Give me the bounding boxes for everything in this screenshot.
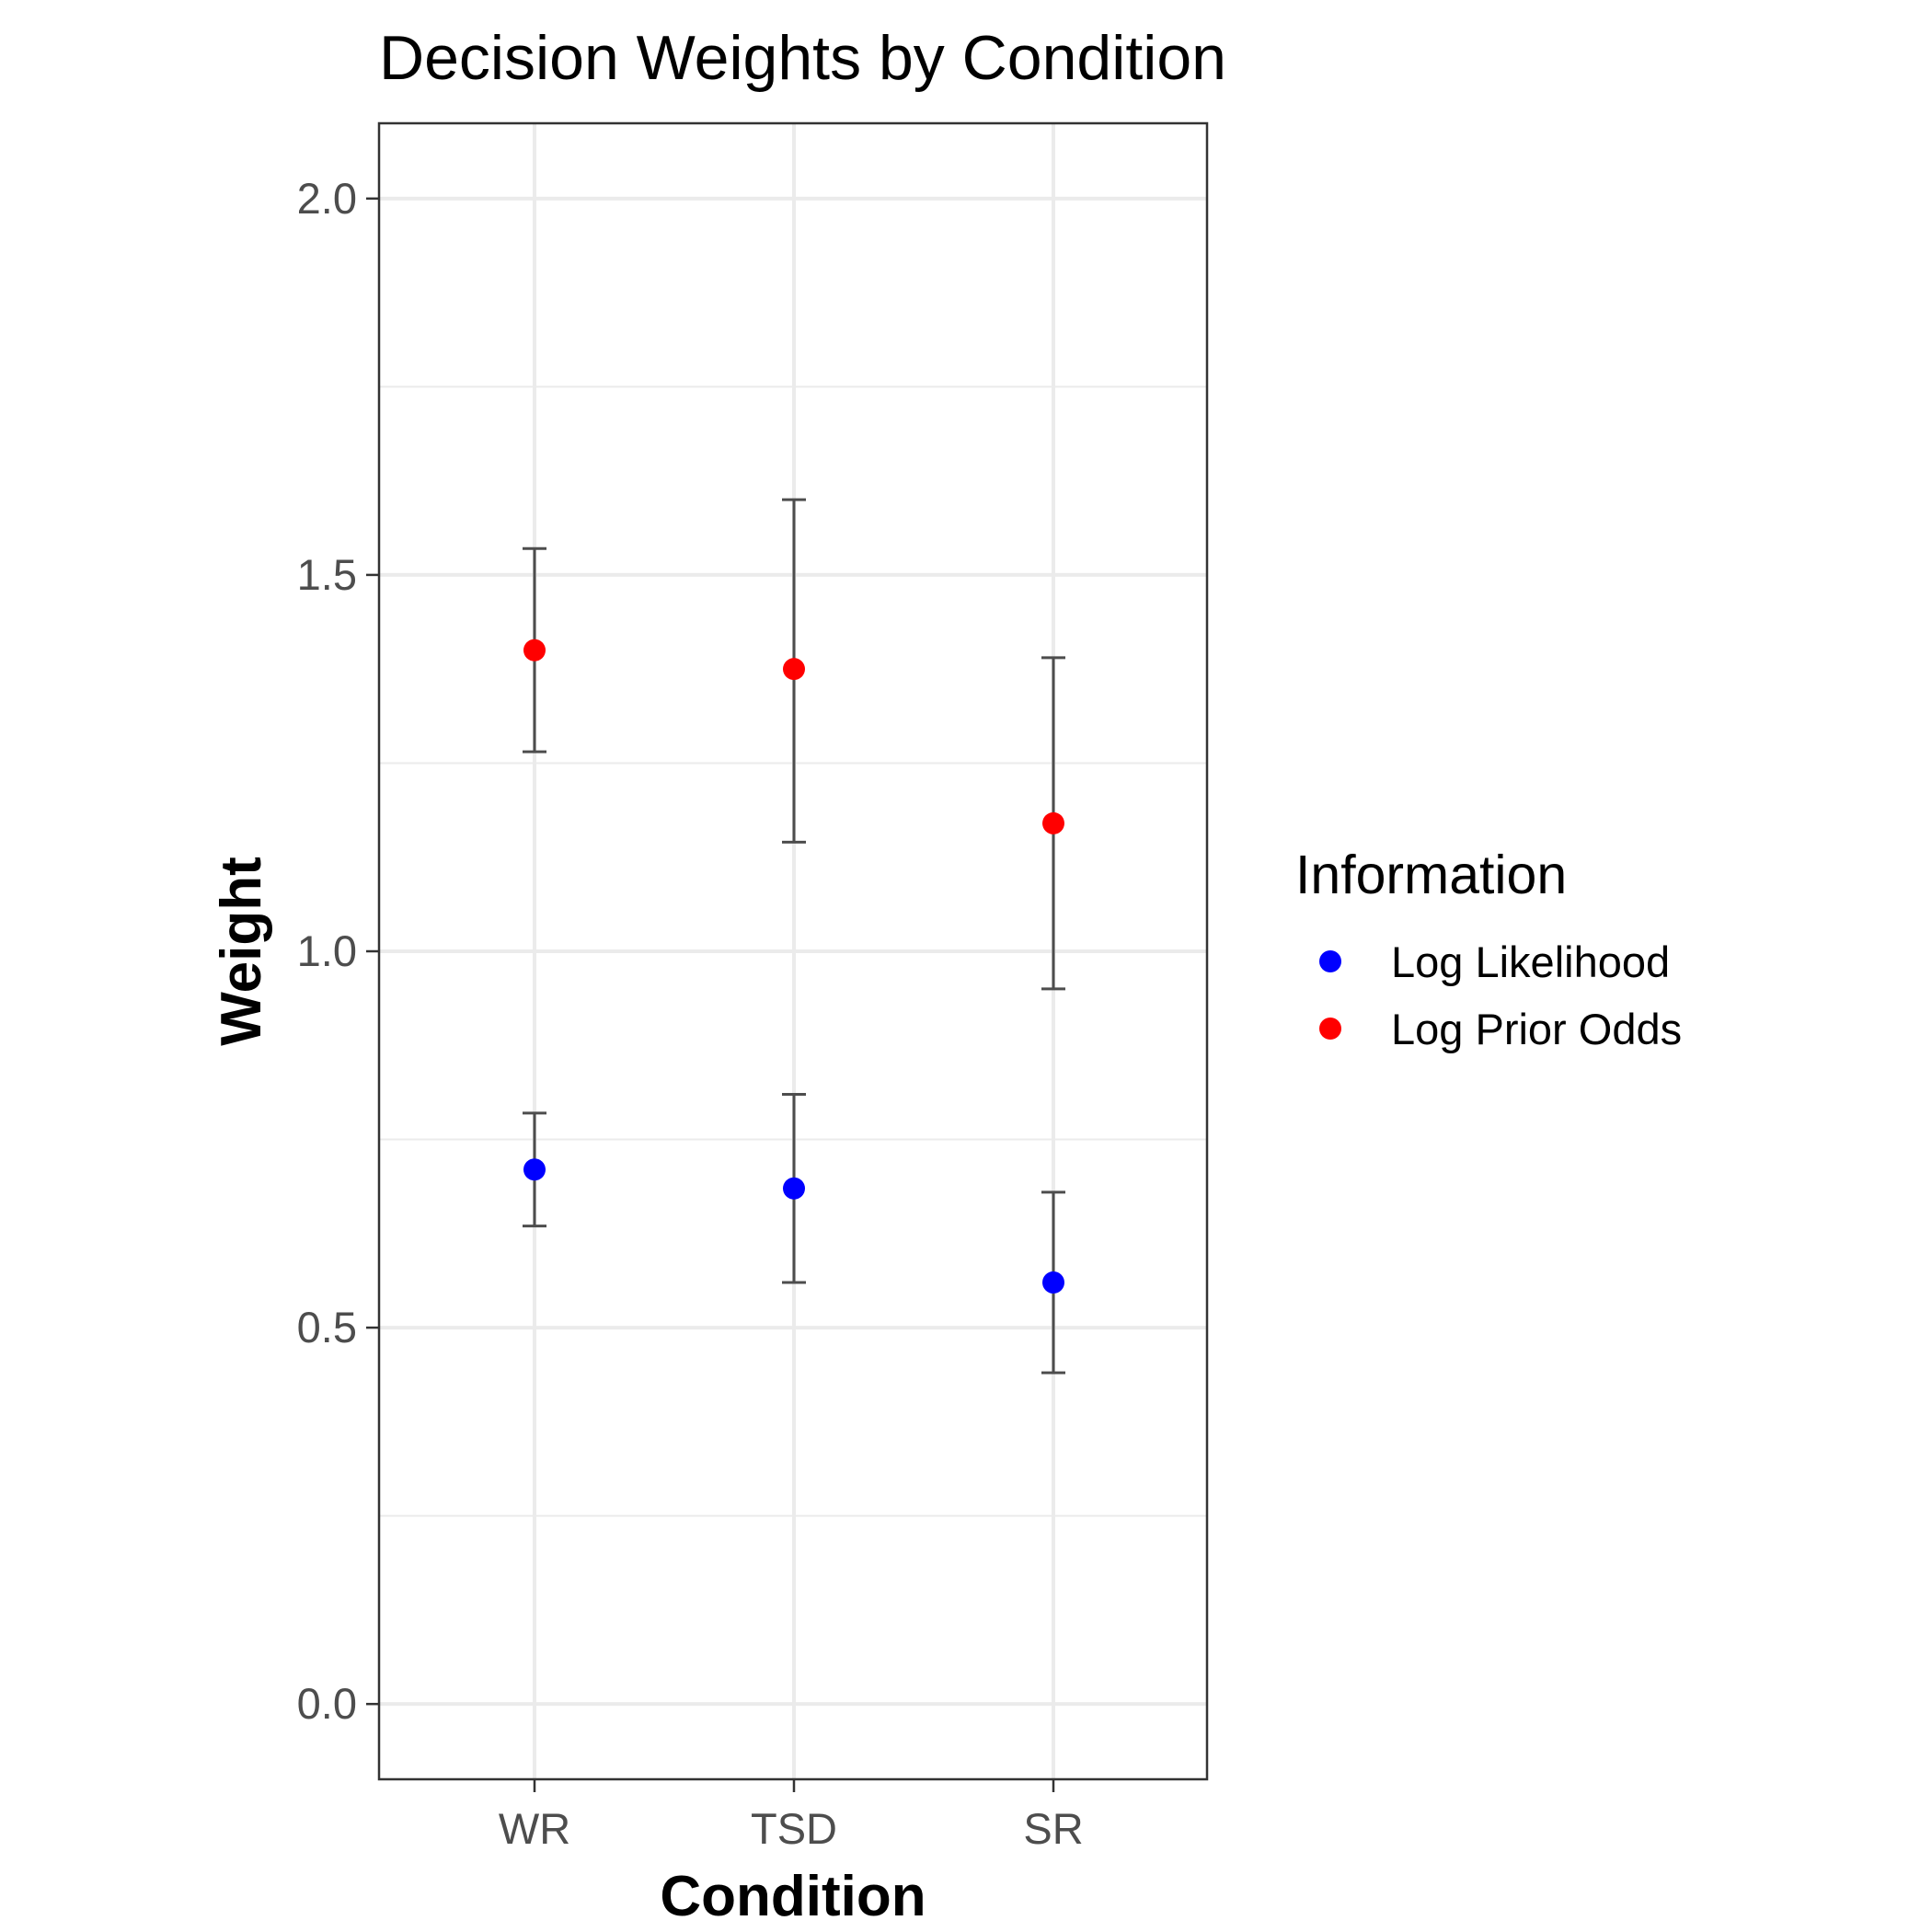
legend-items: Log Likelihood Log Prior Odds: [1319, 937, 1682, 1053]
x-tick-label-wr: WR: [499, 1804, 570, 1853]
point-log-likelihood-sr: [1042, 1271, 1064, 1294]
point-log-likelihood-wr: [523, 1158, 546, 1181]
y-tick-label: 0.0: [297, 1679, 357, 1728]
legend-key-log-prior-odds: [1319, 1018, 1341, 1040]
legend-label-log-likelihood: Log Likelihood: [1391, 937, 1670, 986]
y-tick-label: 1.5: [297, 550, 357, 599]
plot-panel-border: [377, 121, 1209, 1781]
point-log-prior-odds-sr: [1042, 811, 1064, 834]
legend-item-log-prior-odds: Log Prior Odds: [1319, 1005, 1682, 1053]
x-tick-label-sr: SR: [1023, 1804, 1083, 1853]
legend: Information Log Likelihood Log Prior Odds: [1295, 845, 1682, 1053]
legend-item-log-likelihood: Log Likelihood: [1319, 937, 1670, 986]
chart-title: Decision Weights by Condition: [379, 23, 1226, 93]
axis-ticks: 0.0 0.5 1.0 1.5 2.0 WR TSD SR: [297, 174, 1084, 1853]
grid-layer: [379, 123, 1207, 1779]
y-axis-title: Weight: [210, 857, 273, 1046]
y-tick-label: 2.0: [297, 174, 357, 223]
point-log-likelihood-tsd: [783, 1177, 805, 1200]
legend-key-log-likelihood: [1319, 950, 1341, 972]
y-tick-label: 0.5: [297, 1303, 357, 1351]
x-axis-title: Condition: [660, 1865, 926, 1928]
legend-title: Information: [1295, 845, 1567, 905]
data-marks: [523, 498, 1065, 1374]
x-tick-label-tsd: TSD: [751, 1804, 837, 1853]
y-tick-label: 1.0: [297, 926, 357, 975]
point-log-prior-odds-wr: [523, 638, 546, 661]
point-log-prior-odds-tsd: [783, 658, 805, 681]
legend-label-log-prior-odds: Log Prior Odds: [1391, 1005, 1682, 1053]
